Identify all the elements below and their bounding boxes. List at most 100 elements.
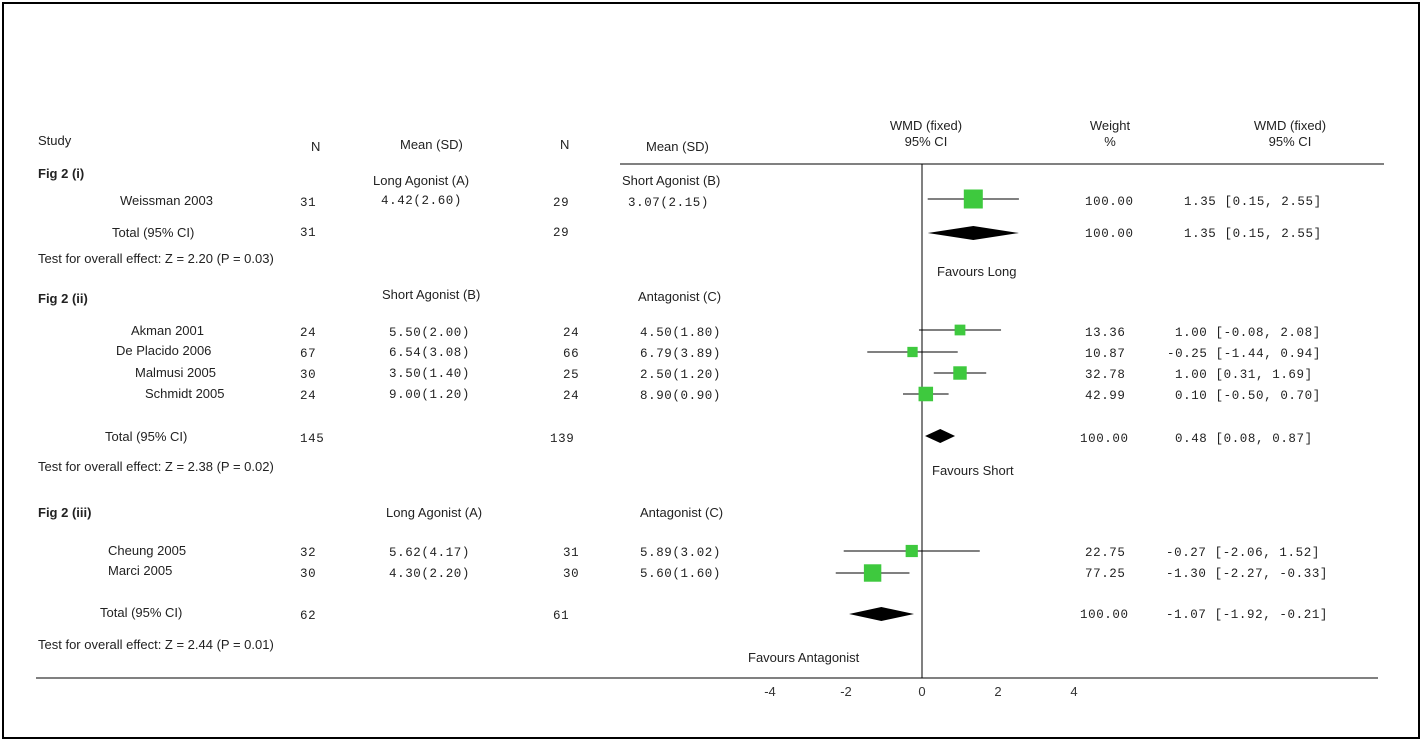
study-square xyxy=(907,346,918,358)
header-mean-a: Mean (SD) xyxy=(400,137,463,152)
study-n-b: 30 xyxy=(563,567,580,581)
study-wmd: 1.00 [-0.08, 2.08] xyxy=(1175,326,1321,340)
group-arm-a: Short Agonist (B) xyxy=(382,287,481,302)
study-name: De Placido 2006 xyxy=(116,343,212,358)
total-wmd: -1.07 [-1.92, -0.21] xyxy=(1166,608,1329,622)
study-wmd: 1.00 [0.31, 1.69] xyxy=(1175,368,1313,382)
study-n-a: 24 xyxy=(300,389,317,403)
header-study: Study xyxy=(38,133,72,148)
study-mean-b: 5.60(1.60) xyxy=(640,567,722,581)
favours-label: Favours Short xyxy=(932,463,1014,478)
header-wmd-val-2: 95% CI xyxy=(1268,134,1312,149)
study-mean-b: 4.50(1.80) xyxy=(640,326,722,340)
group-arm-b: Short Agonist (B) xyxy=(622,173,721,188)
forest-marks xyxy=(835,164,1019,678)
study-square xyxy=(953,366,967,380)
favours-label: Favours Long xyxy=(937,264,1017,279)
study-name: Weissman 2003 xyxy=(120,193,213,208)
study-square xyxy=(918,386,934,402)
study-wmd: 0.10 [-0.50, 0.70] xyxy=(1175,389,1321,403)
total-label: Total (95% CI) xyxy=(100,605,183,620)
total-weight: 100.00 xyxy=(1080,608,1129,622)
group-arm-a: Long Agonist (A) xyxy=(373,173,470,188)
study-n-b: 31 xyxy=(563,546,580,560)
header-wmd-plot-2: 95% CI xyxy=(904,134,948,149)
study-wmd: 1.35 [0.15, 2.55] xyxy=(1184,195,1322,209)
study-mean-a: 5.62(4.17) xyxy=(389,546,471,560)
study-mean-b: 8.90(0.90) xyxy=(640,389,722,403)
study-square xyxy=(954,324,966,336)
header-wmd-plot-1: WMD (fixed) xyxy=(889,118,963,133)
study-square xyxy=(905,544,918,558)
header-n-b: N xyxy=(560,137,570,152)
total-diamond xyxy=(927,226,1019,240)
study-mean-a: 3.50(1.40) xyxy=(389,367,471,381)
study-weight: 22.75 xyxy=(1085,546,1126,560)
study-mean-b: 6.79(3.89) xyxy=(640,347,722,361)
study-mean-a: 5.50(2.00) xyxy=(389,326,471,340)
study-n-b: 66 xyxy=(563,347,580,361)
study-n-a: 32 xyxy=(300,546,317,560)
study-wmd: -0.25 [-1.44, 0.94] xyxy=(1167,347,1321,361)
header-weight-1: Weight xyxy=(1089,118,1131,133)
total-wmd: 0.48 [0.08, 0.87] xyxy=(1175,432,1313,446)
study-square xyxy=(863,564,882,582)
study-mean-a: 4.42(2.60) xyxy=(381,194,463,208)
total-n-a: 62 xyxy=(300,609,317,623)
study-weight: 32.78 xyxy=(1085,368,1126,382)
total-label: Total (95% CI) xyxy=(112,225,195,240)
study-weight: 100.00 xyxy=(1085,195,1134,209)
study-name: Cheung 2005 xyxy=(108,543,187,558)
group-arm-b: Antagonist (C) xyxy=(638,289,722,304)
overall-effect-test: Test for overall effect: Z = 2.38 (P = 0… xyxy=(38,459,274,474)
study-n-b: 29 xyxy=(553,196,570,210)
study-wmd: -0.27 [-2.06, 1.52] xyxy=(1166,546,1320,560)
study-mean-a: 6.54(3.08) xyxy=(389,346,471,360)
total-n-b: 29 xyxy=(553,226,570,240)
total-diamond xyxy=(925,429,956,443)
study-name: Malmusi 2005 xyxy=(135,365,216,380)
x-tick-label: -4 xyxy=(764,684,776,699)
x-tick-label: 2 xyxy=(994,684,1001,699)
total-n-b: 139 xyxy=(550,432,575,446)
study-n-a: 30 xyxy=(300,368,317,382)
study-wmd: -1.30 [-2.27, -0.33] xyxy=(1166,567,1329,581)
group-label: Fig 2 (ii) xyxy=(38,291,88,306)
total-label: Total (95% CI) xyxy=(105,429,188,444)
study-n-a: 31 xyxy=(300,196,317,210)
total-weight: 100.00 xyxy=(1080,432,1129,446)
total-weight: 100.00 xyxy=(1085,227,1134,241)
group-label: Fig 2 (iii) xyxy=(38,505,92,520)
header-wmd-val-1: WMD (fixed) xyxy=(1253,118,1327,133)
group-arm-b: Antagonist (C) xyxy=(640,505,724,520)
total-diamond xyxy=(849,607,915,621)
study-weight: 10.87 xyxy=(1085,347,1126,361)
total-n-b: 61 xyxy=(553,609,570,623)
study-name: Akman 2001 xyxy=(131,323,204,338)
study-n-a: 24 xyxy=(300,326,317,340)
study-n-b: 24 xyxy=(563,389,580,403)
study-mean-b: 3.07(2.15) xyxy=(628,196,710,210)
group-label: Fig 2 (i) xyxy=(38,166,85,181)
study-square xyxy=(963,189,983,209)
favours-label: Favours Antagonist xyxy=(748,650,860,665)
study-name: Schmidt 2005 xyxy=(145,386,225,401)
total-wmd: 1.35 [0.15, 2.55] xyxy=(1184,227,1322,241)
header-mean-b: Mean (SD) xyxy=(646,139,709,154)
overall-effect-test: Test for overall effect: Z = 2.20 (P = 0… xyxy=(38,251,274,266)
study-weight: 77.25 xyxy=(1085,567,1126,581)
study-mean-b: 2.50(1.20) xyxy=(640,368,722,382)
header-weight-2: % xyxy=(1104,134,1116,149)
study-mean-a: 4.30(2.20) xyxy=(389,567,471,581)
study-mean-a: 9.00(1.20) xyxy=(389,388,471,402)
total-n-a: 31 xyxy=(300,226,317,240)
total-n-a: 145 xyxy=(300,432,325,446)
x-axis-ticks: -4 -2 0 2 4 xyxy=(764,684,1077,699)
header-n-a: N xyxy=(311,139,321,154)
study-weight: 13.36 xyxy=(1085,326,1126,340)
x-tick-label: 4 xyxy=(1070,684,1077,699)
x-tick-label: 0 xyxy=(918,684,925,699)
study-weight: 42.99 xyxy=(1085,389,1126,403)
